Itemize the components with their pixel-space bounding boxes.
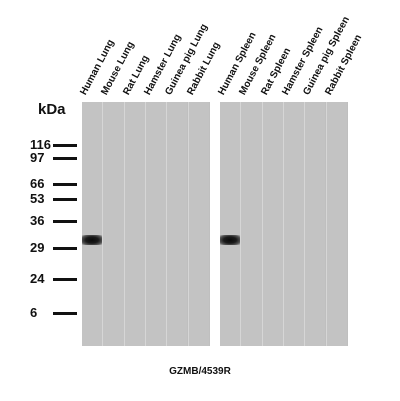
lane (305, 102, 326, 346)
marker-tick (53, 247, 77, 250)
marker-label: 97 (30, 150, 45, 165)
marker-tick (53, 198, 77, 201)
marker-label: 66 (30, 176, 45, 191)
marker-label: 6 (30, 305, 38, 320)
marker-tick (53, 183, 77, 186)
lane (283, 102, 305, 346)
lane-separator (304, 102, 306, 346)
marker-label: 53 (30, 191, 45, 206)
lane (220, 102, 241, 346)
lane-separator (102, 102, 104, 346)
marker-label: 116 (30, 137, 51, 152)
membrane-panel-1 (82, 102, 210, 346)
lane-separator (325, 102, 327, 346)
lane-separator (144, 102, 146, 346)
lane (326, 102, 347, 346)
lane-separator (166, 102, 168, 346)
lane (103, 102, 124, 346)
marker-label: 29 (30, 240, 45, 255)
marker-label: 24 (30, 271, 45, 286)
marker-tick (53, 220, 77, 223)
lane-separator (240, 102, 242, 346)
marker-tick (53, 278, 77, 281)
antibody-caption: GZMB/4539R (169, 366, 231, 377)
lane (124, 102, 145, 346)
marker-tick (53, 312, 77, 315)
lane-separator (187, 102, 189, 346)
lane (82, 102, 103, 346)
protein-band (82, 234, 102, 245)
lane (241, 102, 262, 346)
lane-separator (261, 102, 263, 346)
lane-separator (282, 102, 284, 346)
lane (167, 102, 188, 346)
lane (145, 102, 167, 346)
marker-label: 36 (30, 213, 45, 228)
membrane-panel-2 (220, 102, 348, 346)
lane (188, 102, 209, 346)
protein-band (220, 234, 240, 245)
marker-tick (53, 157, 77, 160)
kda-axis-title: kDa (38, 101, 66, 118)
lane-separator (123, 102, 125, 346)
marker-tick (53, 144, 77, 147)
lane (262, 102, 283, 346)
